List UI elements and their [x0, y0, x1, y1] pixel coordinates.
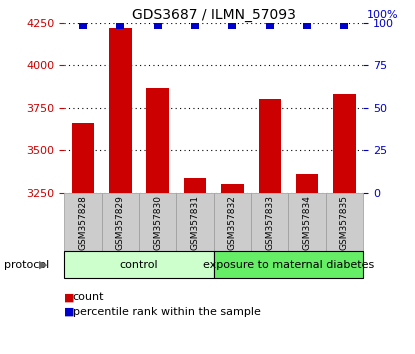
Text: ▶: ▶: [39, 259, 48, 270]
Title: GDS3687 / ILMN_57093: GDS3687 / ILMN_57093: [132, 8, 295, 22]
Point: [117, 22, 124, 28]
Text: 100%: 100%: [367, 10, 399, 20]
Text: GSM357833: GSM357833: [265, 195, 274, 250]
Text: ■: ■: [64, 292, 75, 302]
Point: [80, 22, 86, 28]
Point: [266, 22, 273, 28]
Bar: [109, 28, 132, 193]
Text: exposure to maternal diabetes: exposure to maternal diabetes: [203, 259, 374, 270]
Point: [192, 22, 198, 28]
Text: GSM357828: GSM357828: [78, 195, 88, 250]
Bar: [296, 174, 318, 193]
Bar: [259, 99, 281, 193]
Bar: [146, 87, 169, 193]
Text: GSM357831: GSM357831: [190, 195, 200, 250]
Bar: [333, 95, 356, 193]
Bar: [72, 123, 94, 193]
Point: [229, 22, 236, 28]
Text: GSM357835: GSM357835: [340, 195, 349, 250]
Text: GSM357829: GSM357829: [116, 195, 125, 250]
Point: [341, 22, 348, 28]
Point: [304, 22, 310, 28]
Text: percentile rank within the sample: percentile rank within the sample: [73, 307, 261, 316]
Text: GSM357834: GSM357834: [303, 195, 312, 250]
Text: GSM357832: GSM357832: [228, 195, 237, 250]
Point: [154, 22, 161, 28]
Bar: [221, 184, 244, 193]
Text: protocol: protocol: [4, 259, 49, 270]
Text: count: count: [73, 292, 104, 302]
Text: ■: ■: [64, 307, 75, 316]
Text: control: control: [120, 259, 159, 270]
Text: GSM357830: GSM357830: [153, 195, 162, 250]
Bar: [184, 178, 206, 193]
